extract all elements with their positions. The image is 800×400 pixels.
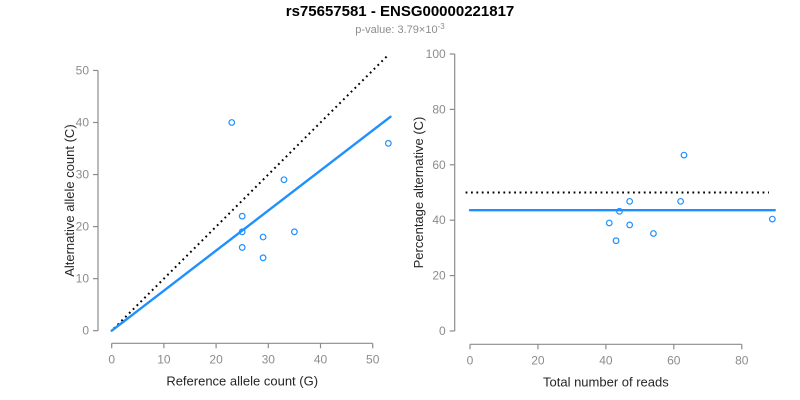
figure-title: rs75657581 - ENSG00000221817 (285, 3, 515, 20)
x-tick-label: 0 (108, 352, 115, 366)
data-point (228, 119, 236, 126)
data-point (677, 197, 685, 205)
x-tick-label: 80 (735, 353, 749, 367)
x-tick-label: 20 (531, 353, 545, 367)
fit-line (110, 115, 392, 332)
data-point (259, 254, 267, 262)
x-tick-label: 0 (467, 353, 474, 367)
data-point (626, 197, 634, 205)
figure-header: rs75657581 - ENSG00000221817 p-value: 3.… (0, 3, 800, 36)
y-tick-label: 30 (76, 168, 90, 182)
x-tick-label: 50 (366, 352, 380, 366)
percentage-reads-chart: 0 20 40 60 80 0 20 40 60 80 100 Total number of rea… (411, 47, 776, 389)
y-tick-label: 20 (432, 269, 446, 283)
x-axis-title: Reference allele count (G) (166, 373, 318, 388)
y-tick-label: 20 (76, 220, 90, 234)
data-point (768, 215, 776, 223)
x-tick-label: 30 (262, 352, 276, 366)
data-point (259, 233, 267, 241)
data-point (616, 207, 623, 215)
x-tick-label: 10 (157, 352, 171, 366)
data-point (384, 139, 392, 147)
x-axis-title: Total number of reads (543, 374, 669, 389)
data-point (238, 228, 246, 236)
y-tick-label: 50 (76, 63, 90, 77)
y-tick-label: 80 (432, 102, 446, 116)
y-axis-title: Alternative allele count (C) (62, 124, 77, 276)
y-tick-label: 40 (76, 116, 90, 130)
x-tick-label: 40 (599, 353, 613, 367)
data-point (291, 228, 298, 236)
figure-subtitle: p-value: 3.79×10-3 (0, 22, 800, 37)
y-tick-label: 40 (432, 213, 446, 227)
x-tick-label: 60 (667, 353, 681, 367)
x-tick-label: 40 (314, 352, 328, 366)
data-point (612, 237, 620, 245)
data-point (680, 151, 688, 159)
x-tick-label: 20 (209, 352, 223, 366)
y-tick-label: 100 (426, 47, 446, 61)
identity-line (113, 55, 389, 330)
y-axis-title: Percentage alternative (C) (411, 117, 426, 269)
pvalue-exponent: -3 (437, 22, 445, 31)
y-tick-label: 10 (76, 272, 90, 286)
y-tick-label: 60 (432, 158, 446, 172)
data-point (605, 219, 613, 227)
data-point (238, 244, 246, 251)
data-point (626, 221, 634, 229)
pvalue-text: p-value: 3.79×10 (355, 24, 438, 36)
data-point (280, 176, 288, 184)
allele-counts-chart: 0 10 20 30 40 50 0 10 20 30 40 50 Reference allele c… (62, 55, 392, 388)
data-point (238, 212, 246, 220)
data-point (650, 230, 657, 237)
y-tick-label: 0 (82, 324, 89, 338)
y-tick-label: 0 (439, 324, 446, 338)
